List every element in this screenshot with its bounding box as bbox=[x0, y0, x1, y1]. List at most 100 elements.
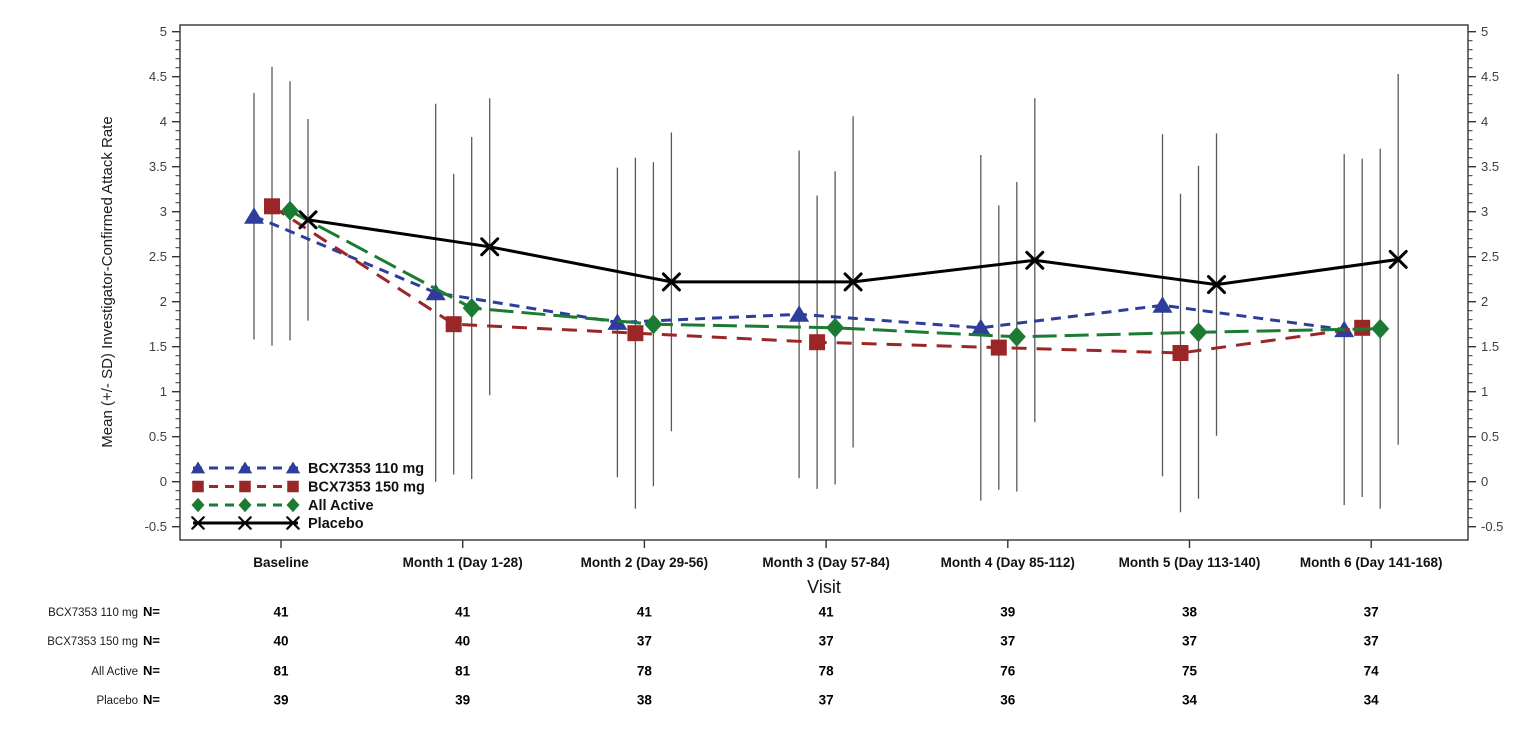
marker-all-active bbox=[644, 314, 663, 335]
marker-bcx7353-110-mg bbox=[1152, 296, 1173, 313]
n-value-bcx7353-150-mg-visit-1: 40 bbox=[455, 633, 471, 649]
y-tick-label-right: 2.5 bbox=[1481, 249, 1499, 264]
attack-rate-chart: 5 5 4.5 4.5 4 4 3.5 3.5 3 3 2.5 2.5 2 2 1.5 1.5 1 1 0.5 0.5… bbox=[99, 24, 1504, 597]
x-category-label: Month 6 (Day 141-168) bbox=[1300, 555, 1443, 570]
marker-placebo bbox=[1388, 249, 1408, 269]
n-value-bcx7353-110-mg-visit-3: 41 bbox=[818, 604, 834, 620]
marker-placebo bbox=[1207, 275, 1226, 295]
n-table-group-name: BCX7353 110 mg bbox=[48, 607, 139, 619]
legend-marker-placebo bbox=[191, 516, 205, 530]
legend-marker-bcx7353-110-mg bbox=[285, 461, 301, 474]
n-table-group-name: All Active bbox=[91, 665, 139, 678]
n-value-all-active-visit-3: 78 bbox=[818, 663, 834, 679]
y-tick-label-right: 1 bbox=[1481, 384, 1488, 399]
marker-all-active bbox=[1007, 326, 1026, 347]
marker-bcx7353-150-mg bbox=[627, 325, 644, 342]
y-tick-label-right: 3.5 bbox=[1481, 159, 1499, 174]
n-value-bcx7353-110-mg-visit-2: 41 bbox=[636, 604, 652, 620]
marker-bcx7353-110-mg bbox=[970, 318, 991, 336]
legend-marker-placebo bbox=[286, 516, 300, 530]
n-value-all-active-visit-6: 74 bbox=[1363, 663, 1379, 679]
marker-all-active bbox=[1189, 322, 1208, 343]
legend-label-placebo: Placebo bbox=[308, 516, 364, 532]
marker-bcx7353-150-mg bbox=[990, 339, 1007, 356]
marker-placebo bbox=[661, 272, 681, 292]
n-table-row-label-bcx7353-110-mg: BCX7353 110 mg N= bbox=[0, 603, 160, 621]
legend-marker-bcx7353-110-mg bbox=[237, 461, 253, 474]
y-tick-label-left: 0.5 bbox=[149, 429, 167, 444]
y-tick-label-right: 5 bbox=[1481, 24, 1488, 39]
x-axis-title: Visit bbox=[807, 577, 841, 597]
y-tick-label-right: 2 bbox=[1481, 294, 1488, 309]
y-tick-label-left: 1 bbox=[160, 384, 167, 399]
series-placebo bbox=[298, 210, 1408, 295]
n-equals-label: N= bbox=[143, 633, 160, 649]
marker-placebo bbox=[298, 210, 318, 230]
marker-all-active bbox=[281, 200, 299, 221]
marker-bcx7353-110-mg bbox=[244, 207, 264, 224]
n-value-placebo-visit-2: 38 bbox=[636, 692, 652, 708]
marker-bcx7353-150-mg bbox=[1172, 345, 1189, 361]
marker-placebo bbox=[480, 237, 500, 257]
y-tick-label-left: 2 bbox=[160, 294, 167, 309]
n-value-all-active-visit-4: 76 bbox=[1000, 663, 1016, 679]
n-value-bcx7353-150-mg-visit-0: 40 bbox=[273, 633, 289, 649]
n-value-bcx7353-150-mg-visit-5: 37 bbox=[1181, 633, 1198, 649]
y-tick-label-right: 4.5 bbox=[1481, 69, 1499, 84]
x-category-label: Month 4 (Day 85-112) bbox=[941, 555, 1075, 570]
x-category-label: Month 5 (Day 113-140) bbox=[1119, 555, 1261, 570]
legend-label-all-active: All Active bbox=[308, 498, 374, 514]
n-equals-label: N= bbox=[143, 604, 160, 619]
marker-bcx7353-150-mg bbox=[445, 316, 462, 333]
n-value-placebo-visit-3: 37 bbox=[818, 692, 834, 708]
n-equals-label: N= bbox=[143, 662, 160, 678]
y-tick-label-left: 0 bbox=[160, 474, 167, 489]
legend-marker-all-active bbox=[286, 497, 300, 513]
x-category-label: Month 2 (Day 29-56) bbox=[581, 555, 709, 570]
y-tick-label-left: 2.5 bbox=[149, 249, 167, 264]
marker-bcx7353-110-mg bbox=[425, 283, 446, 301]
n-equals-label: N= bbox=[143, 691, 160, 707]
n-table-group-name: BCX7353 150 mg bbox=[47, 636, 139, 649]
y-tick-label-right: 3 bbox=[1481, 204, 1488, 219]
n-value-placebo-visit-5: 34 bbox=[1181, 692, 1198, 708]
legend-marker-placebo bbox=[238, 516, 252, 530]
n-value-bcx7353-110-mg-visit-5: 38 bbox=[1181, 604, 1198, 620]
legend-marker-bcx7353-150-mg bbox=[287, 480, 299, 493]
y-tick-label-right: 4 bbox=[1481, 114, 1488, 129]
n-value-bcx7353-110-mg-visit-1: 41 bbox=[455, 604, 471, 620]
y-tick-label-left: 3 bbox=[160, 204, 167, 219]
n-value-bcx7353-110-mg-visit-6: 37 bbox=[1363, 604, 1379, 620]
n-value-all-active-visit-0: 81 bbox=[273, 663, 289, 679]
error-bars bbox=[253, 66, 1399, 513]
n-value-bcx7353-150-mg-visit-4: 37 bbox=[1000, 633, 1016, 649]
x-category-label: Month 3 (Day 57-84) bbox=[762, 555, 890, 570]
series-bcx7353-150-mg bbox=[264, 198, 1371, 361]
plot-frame bbox=[179, 24, 1469, 541]
legend-marker-all-active bbox=[238, 497, 252, 513]
marker-bcx7353-110-mg bbox=[789, 305, 810, 322]
y-tick-label-right: -0.5 bbox=[1481, 519, 1503, 534]
n-value-placebo-visit-4: 36 bbox=[1000, 692, 1016, 708]
n-value-bcx7353-150-mg-visit-6: 37 bbox=[1363, 633, 1379, 649]
n-value-bcx7353-150-mg-visit-2: 37 bbox=[636, 633, 652, 649]
legend-label-bcx7353-150-mg: BCX7353 150 mg bbox=[308, 480, 425, 496]
legend-marker-bcx7353-150-mg bbox=[239, 480, 251, 493]
n-value-all-active-visit-5: 75 bbox=[1181, 663, 1198, 679]
n-value-placebo-visit-6: 34 bbox=[1363, 692, 1379, 708]
n-table-row-label-placebo: Placebo N= bbox=[0, 691, 160, 709]
n-table-row-label-bcx7353-150-mg: BCX7353 150 mg N= bbox=[0, 632, 160, 650]
legend-marker-all-active bbox=[191, 497, 205, 513]
series-bcx7353-110-mg bbox=[244, 207, 1355, 338]
legend-marker-bcx7353-150-mg bbox=[192, 480, 204, 493]
legend-marker-bcx7353-110-mg bbox=[190, 461, 206, 474]
marker-bcx7353-150-mg bbox=[809, 334, 826, 351]
legend: BCX7353 110 mg BCX7353 150 mg All Active Pl… bbox=[190, 461, 425, 532]
series-all-active bbox=[281, 200, 1390, 347]
y-tick-label-left: 4.5 bbox=[149, 69, 167, 84]
n-value-all-active-visit-2: 78 bbox=[636, 663, 652, 679]
y-tick-label-left: 5 bbox=[160, 24, 167, 39]
y-axis-ticks: 5 5 4.5 4.5 4 4 3.5 3.5 3 3 2.5 2.5 2 2 1.5 1.5 1 1 0.5 0.5… bbox=[145, 24, 1504, 534]
legend-label-bcx7353-110-mg: BCX7353 110 mg bbox=[308, 461, 424, 477]
